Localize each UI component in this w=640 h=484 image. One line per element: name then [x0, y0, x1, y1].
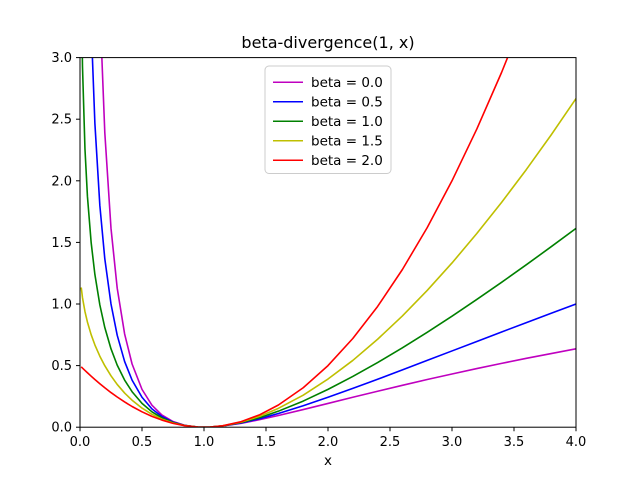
- x-axis-label: x: [324, 453, 332, 469]
- x-tick-label: 1.0: [194, 435, 215, 450]
- x-tick-label: 3.5: [504, 435, 525, 450]
- legend: beta = 0.0 beta = 0.5 beta = 1.0 beta = 1.5…: [264, 65, 392, 174]
- legend-label: beta = 2.0: [311, 153, 383, 169]
- legend-box: [264, 65, 392, 174]
- legend-label: beta = 1.0: [311, 114, 383, 130]
- legend-item: beta = 0.5: [273, 95, 383, 111]
- x-tick-label: 3.0: [442, 435, 463, 450]
- y-tick-label: 2.0: [51, 174, 72, 189]
- x-tick-label: 2.0: [318, 435, 339, 450]
- legend-label: beta = 1.5: [311, 134, 383, 150]
- chart-title: beta-divergence(1, x): [241, 33, 414, 52]
- legend-label: beta = 0.0: [311, 75, 383, 91]
- legend-item: beta = 2.0: [273, 153, 383, 169]
- y-tick-label: 1.0: [51, 298, 72, 313]
- x-tick-label: 0.5: [132, 435, 153, 450]
- legend-item: beta = 1.5: [273, 134, 383, 150]
- legend-item: beta = 1.0: [273, 114, 383, 130]
- y-tick-label: 1.5: [51, 236, 72, 251]
- x-axis-ticks: 0.0 0.5 1.0 1.5 2.0 2.5 3.0 3.5 4.0: [70, 427, 587, 450]
- x-tick-label: 2.5: [380, 435, 401, 450]
- y-axis-ticks: 0.0 0.5 1.0 1.5 2.0 2.5 3.0: [51, 51, 80, 436]
- y-tick-label: 3.0: [51, 51, 72, 66]
- y-tick-label: 0.5: [51, 359, 72, 374]
- legend-item: beta = 0.0: [273, 75, 383, 91]
- x-tick-label: 0.0: [70, 435, 91, 450]
- x-tick-label: 1.5: [256, 435, 277, 450]
- legend-label: beta = 0.5: [311, 95, 383, 111]
- y-tick-label: 2.5: [51, 113, 72, 128]
- y-tick-label: 0.0: [51, 421, 72, 436]
- x-tick-label: 4.0: [566, 435, 587, 450]
